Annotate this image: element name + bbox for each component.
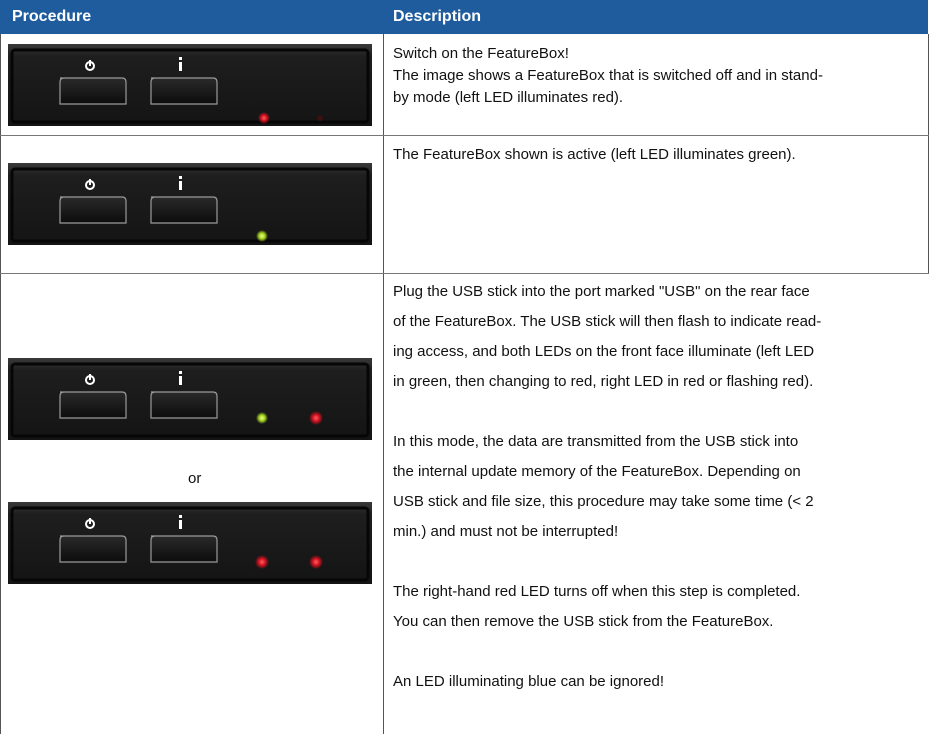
row-divider bbox=[0, 135, 929, 136]
description-line: min.) and must not be interrupted! bbox=[393, 523, 619, 540]
description-line: The right-hand red LED turns off when th… bbox=[393, 583, 801, 600]
right-border bbox=[928, 34, 929, 273]
description-line: of the FeatureBox. The USB stick will th… bbox=[393, 313, 822, 330]
description-line: In this mode, the data are transmitted f… bbox=[393, 433, 799, 450]
row-divider bbox=[0, 273, 929, 274]
header-cell: Description bbox=[393, 8, 482, 25]
description-line: You can then remove the USB stick from t… bbox=[393, 613, 774, 630]
left-border bbox=[0, 34, 1, 734]
description-line: by mode (left LED illuminates red). bbox=[393, 89, 624, 106]
description-line: Plug the USB stick into the port marked … bbox=[393, 283, 810, 300]
description-line: The FeatureBox shown is active (left LED… bbox=[393, 146, 796, 163]
column-divider bbox=[383, 34, 384, 734]
table-header bbox=[0, 0, 928, 34]
description-line: Switch on the FeatureBox! bbox=[393, 45, 569, 62]
description-line: ing access, and both LEDs on the front f… bbox=[393, 343, 815, 360]
description-line: the internal update memory of the Featur… bbox=[393, 463, 801, 480]
description-line: USB stick and file size, this procedure … bbox=[393, 493, 814, 510]
description-line: in green, then changing to red, right LE… bbox=[393, 373, 814, 390]
description-line: The image shows a FeatureBox that is swi… bbox=[393, 67, 823, 84]
panel-images bbox=[8, 44, 372, 584]
header-cell: Procedure bbox=[12, 8, 92, 25]
description-line: An LED illuminating blue can be ignored! bbox=[393, 673, 665, 690]
separator-text: or bbox=[188, 470, 202, 487]
